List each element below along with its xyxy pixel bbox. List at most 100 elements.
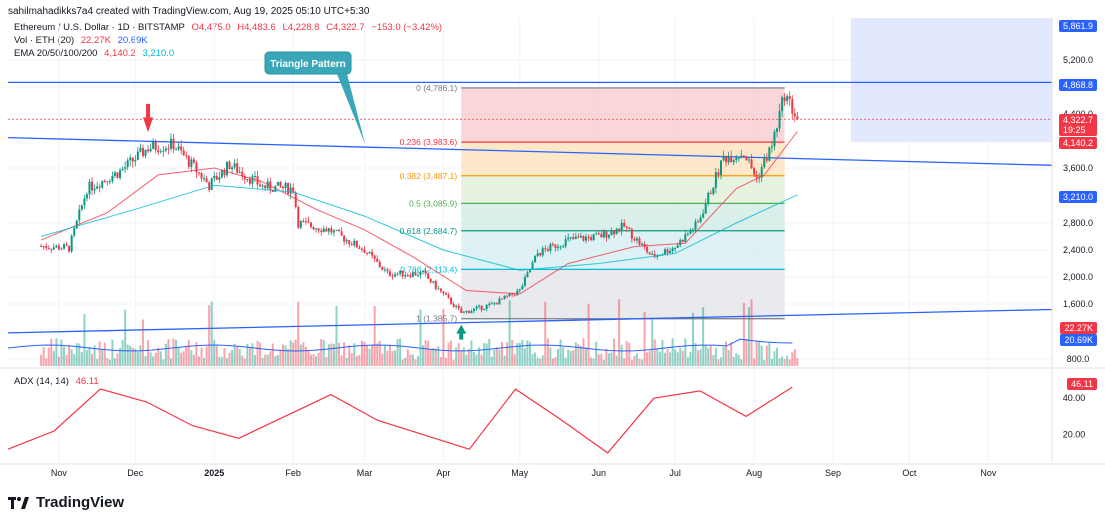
volume-bar: [317, 352, 320, 366]
candle-body: [579, 235, 582, 238]
candle-body: [233, 163, 236, 168]
candle-body: [42, 246, 45, 248]
volume-bar: [378, 341, 381, 366]
volume-bar: [355, 356, 358, 366]
candle-body: [119, 170, 122, 178]
candle-body: [574, 236, 577, 239]
candle-body: [796, 116, 799, 120]
candle-body: [231, 167, 234, 169]
volume-bar: [310, 354, 313, 366]
volume-bar: [147, 340, 150, 366]
candle-body: [691, 229, 694, 231]
volume-bar: [190, 350, 193, 366]
candle-body: [671, 248, 674, 251]
volume-bar: [358, 354, 361, 366]
x-tick-label: Jul: [669, 468, 681, 478]
volume-bar: [338, 342, 341, 366]
countdown: 19:25: [1062, 125, 1086, 135]
candle-body: [220, 169, 223, 178]
candle-body: [310, 222, 313, 227]
volume-bar: [786, 355, 789, 366]
candle-body: [218, 177, 221, 180]
candle-body: [722, 156, 725, 161]
volume-bar: [750, 299, 753, 366]
volume-bar: [327, 344, 330, 366]
candle-body: [282, 186, 285, 188]
candle-body: [620, 222, 623, 232]
candle-body: [180, 146, 183, 151]
tradingview-logo[interactable]: TradingView: [8, 494, 124, 511]
candle-body: [124, 167, 127, 169]
volume-bar: [689, 351, 692, 366]
candle-body: [607, 235, 610, 238]
y-tick-label: 800.0: [1067, 354, 1090, 364]
volume-bar: [383, 344, 386, 366]
candle-body: [330, 228, 333, 233]
up-arrow-stem: [459, 333, 464, 340]
candle-body: [775, 128, 778, 132]
adx-label[interactable]: ADX (14, 14): [14, 376, 69, 387]
volume-bar: [241, 355, 244, 366]
volume-bar: [134, 348, 137, 366]
candle-body: [419, 272, 422, 276]
candle-body: [80, 205, 83, 210]
volume-bar: [192, 354, 195, 366]
candle-body: [185, 155, 188, 157]
candle-body: [159, 151, 162, 153]
volume-bar: [205, 346, 208, 366]
candle-body: [279, 181, 282, 187]
candle-body: [674, 247, 677, 249]
volume-bar: [623, 358, 626, 366]
candle-body: [732, 160, 735, 163]
candle-body: [427, 273, 430, 279]
candle-body: [689, 230, 692, 234]
candle-body: [582, 235, 585, 241]
candle-body: [223, 169, 226, 176]
candle-body: [597, 233, 600, 235]
candle-body: [432, 281, 435, 283]
candle-body: [113, 172, 116, 176]
volume-bar: [119, 348, 122, 366]
candle-body: [52, 247, 55, 250]
volume-bar: [368, 348, 371, 366]
candle-body: [699, 217, 702, 223]
volume-bar: [335, 305, 338, 366]
volume-bar: [572, 349, 575, 366]
volume-bar: [765, 345, 768, 366]
candle-body: [422, 270, 425, 273]
candle-body: [702, 213, 705, 218]
symbol-title[interactable]: Ethereum / U.S. Dollar · 1D · BITSTAMP: [14, 22, 185, 33]
ema-line: [40, 131, 798, 295]
candle-body: [376, 258, 379, 262]
candle-body: [439, 288, 442, 292]
candle-body: [177, 146, 180, 150]
volume-bar: [292, 342, 295, 366]
volume-bar: [88, 347, 91, 366]
volume-bar: [707, 348, 710, 366]
volume-bar: [674, 349, 677, 366]
volume-bar: [478, 347, 481, 366]
candle-body: [707, 192, 710, 204]
volume-bars: [7, 299, 799, 366]
ema-label[interactable]: EMA 20/50/100/200: [14, 48, 98, 59]
candle-body: [322, 228, 325, 232]
volume-bar: [363, 341, 366, 366]
y-tick-label: 2,000.0: [1063, 272, 1093, 282]
candle-body: [411, 272, 414, 277]
candle-body: [679, 239, 682, 246]
volume-label[interactable]: Vol · ETH (20): [14, 35, 75, 46]
credit-line: sahilmahadikks7a4 created with TradingVi…: [8, 6, 370, 17]
volume-bar: [68, 345, 71, 366]
volume-bar: [144, 355, 147, 366]
candle-body: [91, 181, 94, 191]
candle-body: [577, 236, 580, 238]
candle-body: [684, 234, 687, 242]
volume-bar: [534, 352, 537, 366]
candle-body: [121, 168, 124, 171]
volume-bar: [658, 351, 661, 366]
candle-body: [169, 138, 172, 149]
volume-bar: [681, 350, 684, 366]
brand-name: TradingView: [36, 494, 125, 511]
candle-body: [294, 192, 297, 207]
